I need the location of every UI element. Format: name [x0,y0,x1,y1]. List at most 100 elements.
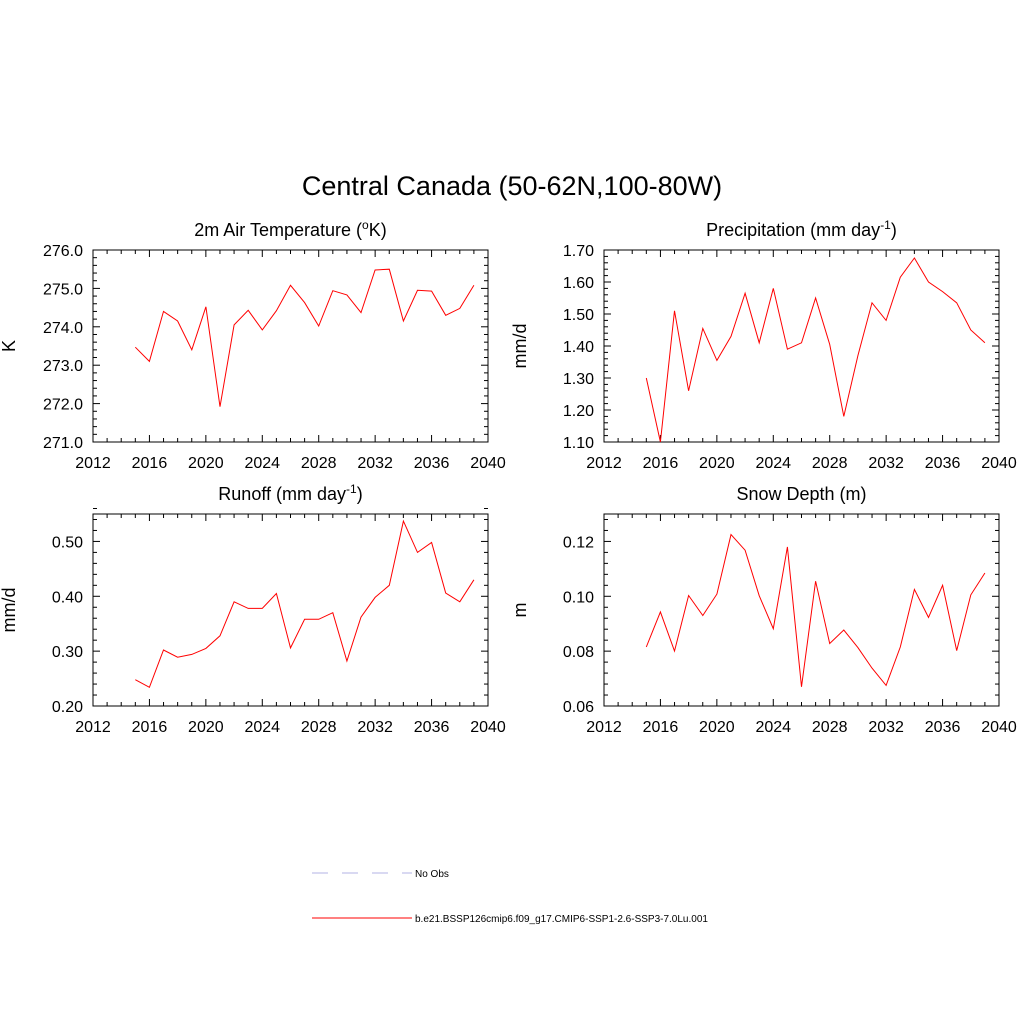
data-point [346,294,349,297]
plot-frame [603,513,1000,707]
data-point [814,297,817,300]
x-tick-label: 2012 [75,719,111,736]
data-point [317,325,320,328]
y-tick-label: 272.0 [43,397,83,414]
chart-title-main: 2m Air Temperature ( [194,220,362,240]
data-point [645,377,648,380]
data-point [204,305,207,308]
data-point [857,646,860,649]
data-point [645,646,648,649]
data-point [659,611,662,614]
data-point [715,593,718,596]
x-tick-label: 2032 [357,455,393,472]
data-point [402,520,405,523]
y-tick-label: 0.30 [52,644,83,661]
data-point [176,320,179,323]
chart-precipitation: Precipitation (mm day-1) 2012 2016 2020 2024… [510,218,1017,472]
chart-title: Precipitation (mm day-1) [706,218,897,240]
legend-label: No Obs [415,869,449,880]
data-point [969,329,972,332]
series-line [135,519,475,689]
data-point [758,594,761,597]
data-point [190,348,193,351]
data-point [331,611,334,614]
chart-runoff: Runoff (mm day-1) 2012 2016 2020 2024 2028 203… [0,482,506,736]
chart-title-superscript: -1 [880,218,891,232]
data-point [444,314,447,317]
data-point [289,284,292,287]
data-point [941,290,944,293]
data-point [303,301,306,304]
x-tick-label: 2024 [755,455,791,472]
x-tick-label: 2032 [357,719,393,736]
plot-frame [92,513,489,707]
x-tick-label: 2040 [981,455,1017,472]
data-point [331,289,334,292]
data-point [190,653,193,656]
plot-frame [92,249,489,443]
data-point [899,646,902,649]
legend-item: b.e21.BSSP126cmip6.f09_g17.CMIP6-SSP1-2.… [312,914,708,925]
data-point [786,348,789,351]
y-tick-label: 0.40 [52,589,83,606]
y-axis-label: m [510,603,530,618]
chart-title-superscript: o [362,218,369,232]
chart-title: 2m Air Temperature (oK) [194,218,386,240]
x-tick-label: 2036 [925,719,961,736]
y-tick-label: 1.10 [563,435,594,452]
data-point [969,594,972,597]
x-tick-label: 2012 [75,455,111,472]
panels: 2m Air Temperature (oK)2012 2016 2020 2024 2… [0,218,1017,736]
chart-title-main: Snow Depth (m) [736,484,866,504]
y-tick-label: 274.0 [43,320,83,337]
y-tick-label: 0.08 [563,644,594,661]
y-axis-label: mm/d [510,324,530,369]
data-point [701,327,704,330]
x-tick-label: 2012 [586,455,622,472]
data-point [885,684,888,687]
data-point [730,335,733,338]
y-tick-label: 1.20 [563,403,594,420]
data-point [233,600,236,603]
data-point [360,616,363,619]
x-tick-label: 2028 [301,455,337,472]
data-point [687,389,690,392]
chart-title-end: ) [891,220,897,240]
y-tick-label: 273.0 [43,358,83,375]
data-point [148,686,151,689]
x-tick-label: 2028 [812,455,848,472]
x-tick-label: 2040 [470,455,506,472]
data-point [701,614,704,617]
data-point [871,301,874,304]
chart-snow-depth: Snow Depth (m) 2012 2016 2020 2024 2028 2032 20… [510,484,1017,736]
x-tick-label: 2020 [699,455,735,472]
y-tick-label: 1.50 [563,307,594,324]
data-point [346,660,349,663]
data-point [374,596,377,599]
y-tick-label: 271.0 [43,435,83,452]
data-point [472,284,475,287]
x-tick-label: 2016 [643,719,679,736]
data-point [303,618,306,621]
y-axis-label: K [0,340,19,352]
data-point [148,360,151,363]
data-point [472,578,475,581]
data-point [176,656,179,659]
x-tick-label: 2032 [868,455,904,472]
chart-title: Snow Depth (m) [736,484,866,504]
data-point [828,343,831,346]
data-point [162,310,165,313]
y-tick-label: 276.0 [43,243,83,260]
legend-item: No Obs [312,869,449,880]
data-point [444,592,447,595]
x-tick-label: 2028 [812,719,848,736]
data-point [247,309,250,312]
data-point [402,320,405,323]
legend: No Obs b.e21.BSSP126cmip6.f09_g17.CMIP6-S… [312,869,708,925]
data-point [247,607,250,610]
x-tick-label: 2020 [188,719,224,736]
data-point [219,405,222,408]
x-tick-label: 2012 [586,719,622,736]
data-point [659,441,662,444]
chart-title: Runoff (mm day-1) [218,482,362,504]
